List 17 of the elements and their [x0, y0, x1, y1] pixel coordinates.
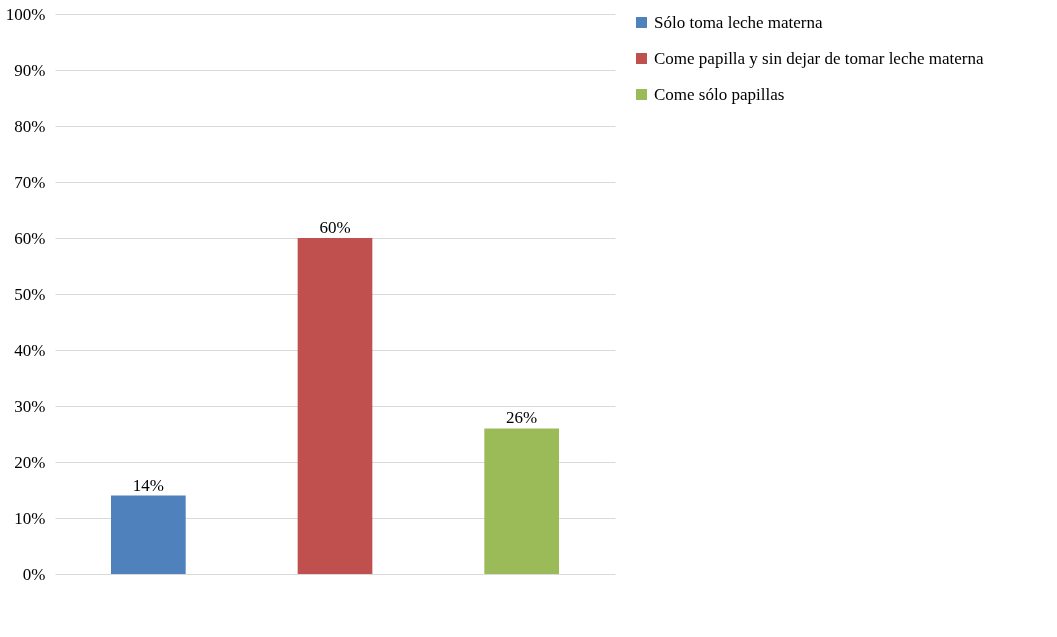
- data-label: 60%: [319, 218, 351, 237]
- legend-label: Come papilla y sin dejar de tomar leche materna: [654, 48, 984, 68]
- y-tick-label: 60%: [14, 228, 46, 248]
- y-tick-label: 10%: [14, 508, 46, 528]
- y-tick-label: 100%: [5, 4, 46, 24]
- y-tick-label: 90%: [14, 60, 46, 80]
- y-tick-label: 80%: [14, 116, 46, 136]
- y-tick-label: 0%: [22, 564, 46, 584]
- y-tick-label: 50%: [14, 284, 46, 304]
- legend-label: Sólo toma leche materna: [654, 12, 823, 32]
- y-tick-label: 70%: [14, 172, 46, 192]
- y-tick-label: 30%: [14, 396, 46, 416]
- y-tick-label: 40%: [14, 340, 46, 360]
- y-tick-label: 20%: [14, 452, 46, 472]
- data-label: 26%: [506, 408, 538, 428]
- data-label: 14%: [132, 475, 164, 495]
- legend-label: Come sólo papillas: [654, 84, 785, 104]
